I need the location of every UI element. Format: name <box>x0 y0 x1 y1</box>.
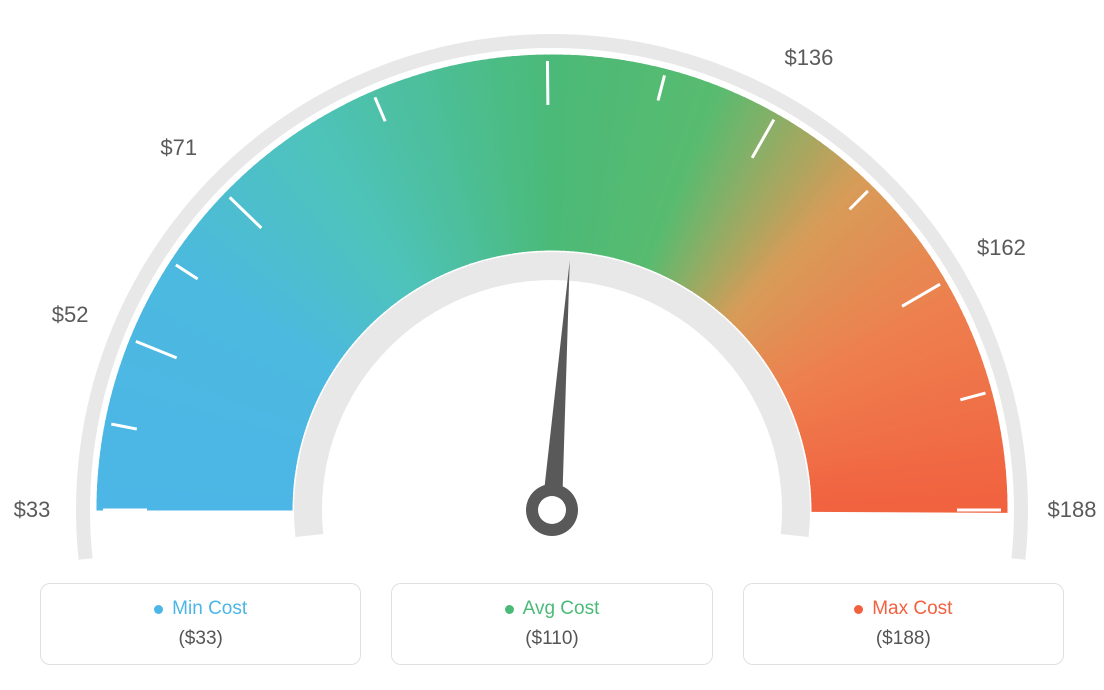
legend-value-avg: ($110) <box>392 628 711 650</box>
gauge-tick-label: $162 <box>977 235 1026 261</box>
legend-card-avg: Avg Cost ($110) <box>391 583 712 665</box>
gauge-tick-label: $136 <box>784 45 833 71</box>
legend-value-max: ($188) <box>744 628 1063 650</box>
gauge-tick-label: $71 <box>160 135 197 161</box>
legend-dot-min <box>154 605 163 614</box>
legend-label-avg: Avg Cost <box>523 598 600 620</box>
legend-label-max: Max Cost <box>872 598 952 620</box>
legend-card-min: Min Cost ($33) <box>40 583 361 665</box>
legend-dot-max <box>854 605 863 614</box>
gauge-tick-label: $188 <box>1048 497 1097 523</box>
legend-card-max: Max Cost ($188) <box>743 583 1064 665</box>
cost-gauge: $33 $52 $71 $110 $136 $162 $188 <box>0 0 1104 560</box>
gauge-tick-label: $110 <box>523 0 570 3</box>
legend-value-min: ($33) <box>41 628 360 650</box>
gauge-tick-label: $33 <box>14 497 51 523</box>
legend-dot-avg <box>505 605 514 614</box>
legend-label-min: Min Cost <box>172 598 247 620</box>
gauge-tick-label: $52 <box>52 302 89 328</box>
gauge-svg <box>0 0 1104 560</box>
legend-row: Min Cost ($33) Avg Cost ($110) Max Cost … <box>40 583 1064 665</box>
